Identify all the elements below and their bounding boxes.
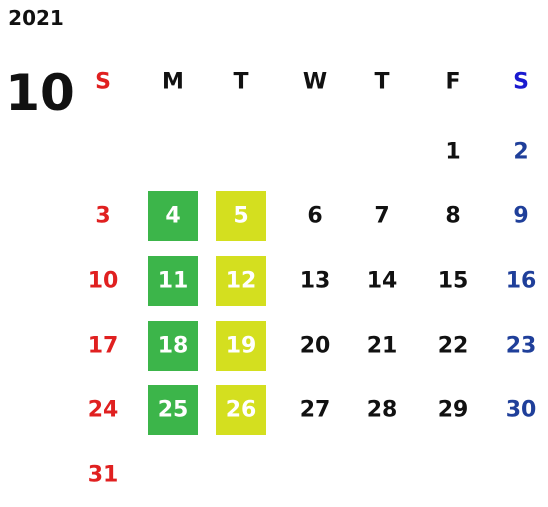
day-number: 11 <box>158 269 189 294</box>
weekday-label: T <box>233 70 248 95</box>
day-number: 3 <box>95 204 110 229</box>
day-number: 30 <box>506 398 537 423</box>
day-number: 7 <box>374 204 389 229</box>
day-highlight <box>216 191 266 241</box>
day-number: 18 <box>158 334 189 359</box>
day-number: 2 <box>513 140 528 165</box>
weekday-label: W <box>303 70 327 95</box>
day-number: 27 <box>300 398 331 423</box>
day-highlight <box>148 191 198 241</box>
day-number: 28 <box>367 398 398 423</box>
day-number: 19 <box>226 334 257 359</box>
day-highlight <box>216 321 266 371</box>
day-number: 1 <box>445 140 460 165</box>
day-number: 13 <box>300 269 331 294</box>
day-number: 16 <box>506 269 537 294</box>
weekday-label: F <box>445 70 460 95</box>
day-number: 25 <box>158 398 189 423</box>
day-number: 9 <box>513 204 528 229</box>
day-number: 10 <box>88 269 119 294</box>
weekday-label: M <box>162 70 184 95</box>
weekday-label: S <box>95 70 111 95</box>
day-number: 4 <box>165 204 180 229</box>
day-highlight <box>216 256 266 306</box>
day-number: 29 <box>438 398 469 423</box>
day-highlight <box>148 385 198 435</box>
month: 10 <box>5 64 75 122</box>
day-highlight <box>216 385 266 435</box>
day-number: 20 <box>300 334 331 359</box>
day-number: 21 <box>367 334 398 359</box>
weekday-label: S <box>513 70 529 95</box>
day-number: 8 <box>445 204 460 229</box>
day-number: 15 <box>438 269 469 294</box>
day-number: 17 <box>88 334 119 359</box>
day-number: 23 <box>506 334 537 359</box>
day-number: 31 <box>88 463 119 488</box>
year: 2021 <box>8 6 64 30</box>
day-number: 26 <box>226 398 257 423</box>
weekday-label: T <box>374 70 389 95</box>
day-number: 6 <box>307 204 322 229</box>
day-highlight <box>148 321 198 371</box>
day-number: 22 <box>438 334 469 359</box>
day-number: 12 <box>226 269 257 294</box>
day-number: 5 <box>233 204 248 229</box>
day-number: 14 <box>367 269 398 294</box>
day-number: 24 <box>88 398 119 423</box>
day-highlight <box>148 256 198 306</box>
